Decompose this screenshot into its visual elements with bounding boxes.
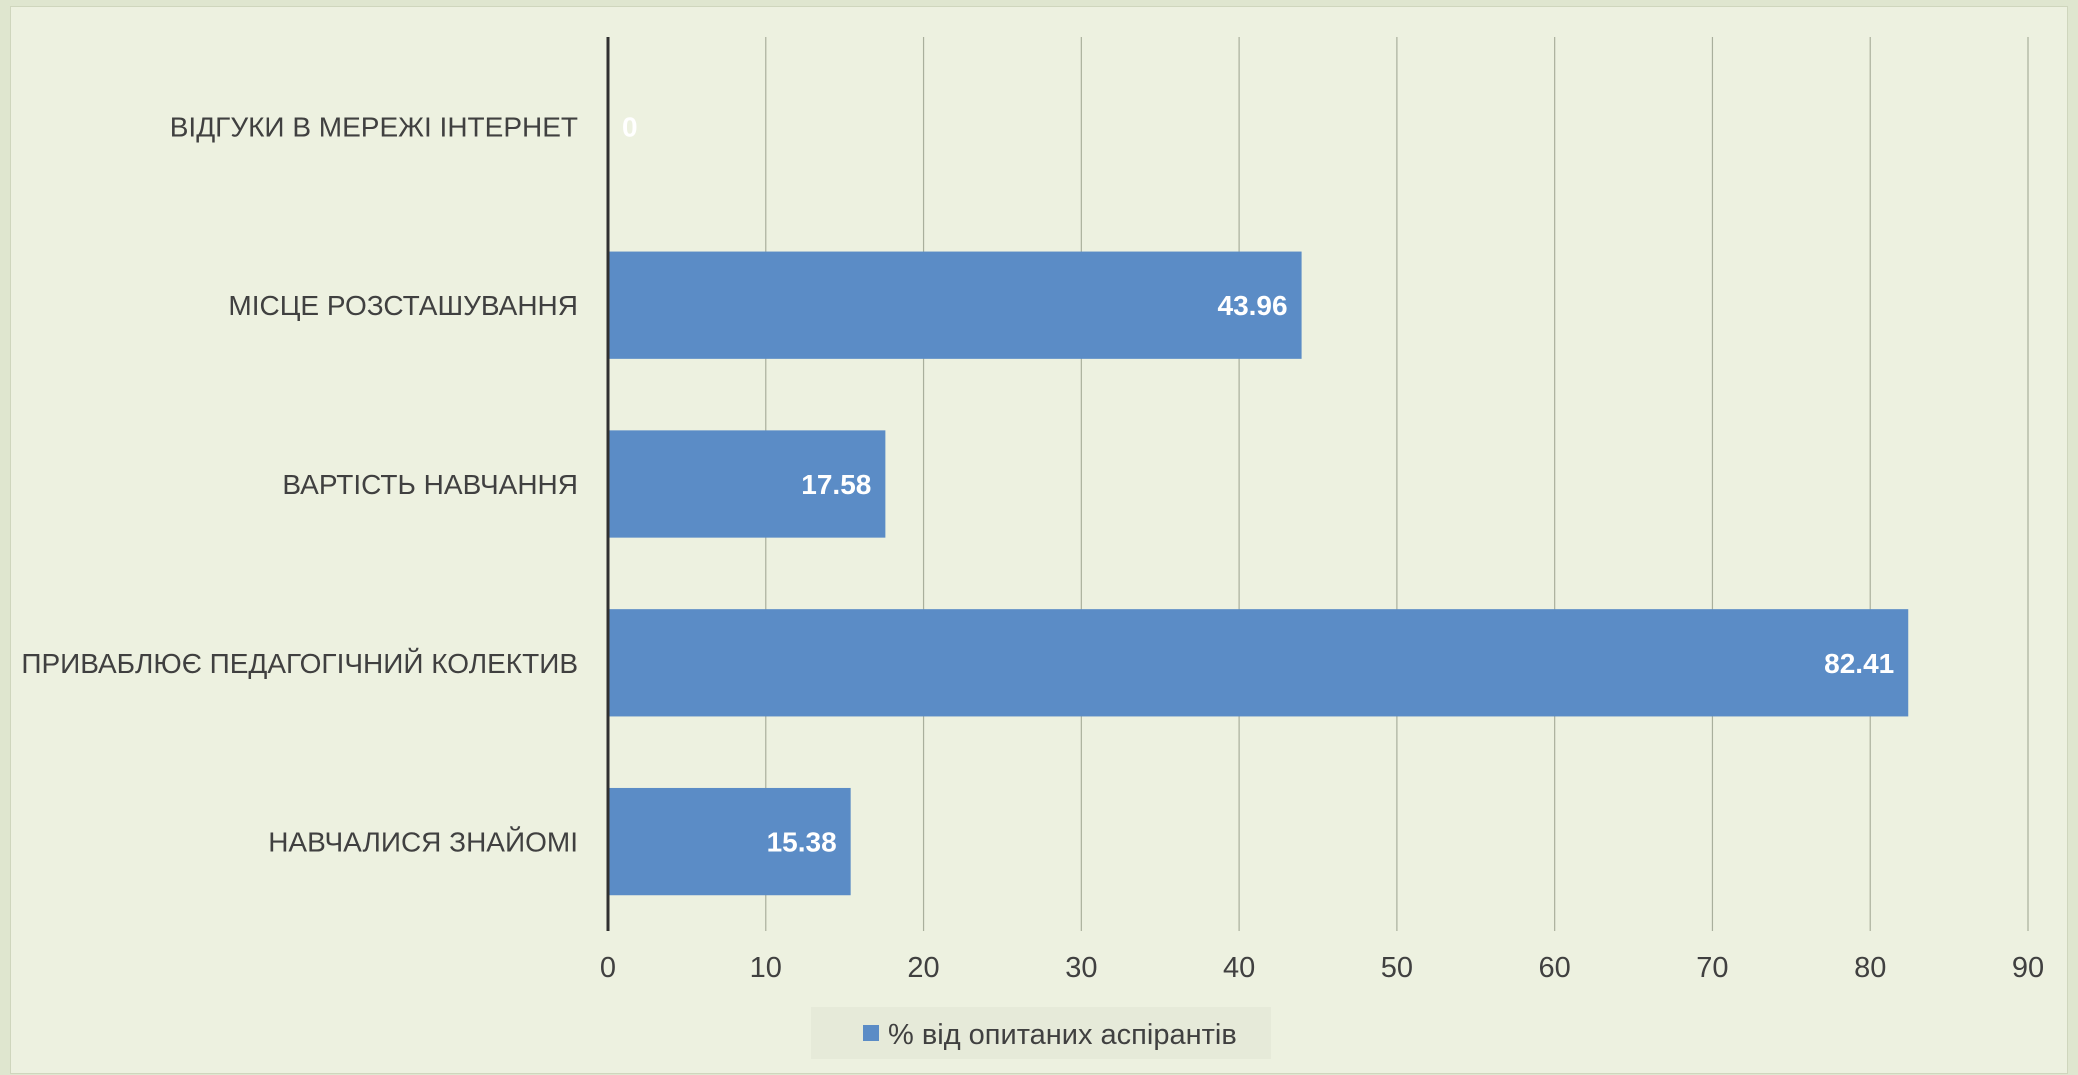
value-label-1: 43.96 [1218,290,1288,321]
bars [608,251,1909,896]
legend-swatch [863,1025,879,1041]
value-label-2: 17.58 [801,469,871,500]
labels: 0 10 20 30 40 50 60 70 80 90 ВІДГУКИ В МЕРЕЖІ ІНТЕ… [21,111,2044,984]
chart-frame: 0 10 20 30 40 50 60 70 80 90 ВІДГУКИ В МЕРЕЖІ ІНТЕ… [10,6,2068,1074]
x-tick-label-90: 90 [2012,952,2044,984]
x-tick-label-50: 50 [1381,952,1413,984]
bar-3 [608,609,1909,717]
x-tick-label-10: 10 [750,952,782,984]
x-tick-label-60: 60 [1539,952,1571,984]
legend: % від опитаних аспірантів [811,1007,1271,1059]
x-tick-label-30: 30 [1065,952,1097,984]
legend-box [811,1007,1271,1059]
category-label-3: ПРИВАБЛЮЄ ПЕДАГОГІЧНИЙ КОЛЕКТИВ [21,648,578,679]
x-tick-label-70: 70 [1696,952,1728,984]
category-label-0: ВІДГУКИ В МЕРЕЖІ ІНТЕРНЕТ [170,111,578,142]
legend-label: % від опитаних аспірантів [888,1019,1237,1051]
x-tick-label-40: 40 [1223,952,1255,984]
bar-chart: 0 10 20 30 40 50 60 70 80 90 ВІДГУКИ В МЕРЕЖІ ІНТЕ… [21,37,2044,1059]
bar-1 [608,251,1302,359]
x-tick-label-0: 0 [600,952,616,984]
category-label-1: МІСЦЕ РОЗСТАШУВАННЯ [228,290,578,321]
gridlines [765,37,2029,931]
x-tick-label-20: 20 [907,952,939,984]
x-tick-label-80: 80 [1854,952,1886,984]
bar-4 [608,787,851,896]
value-label-0: 0 [622,111,638,142]
bar-2 [608,430,886,538]
category-label-4: НАВЧАЛИСЯ ЗНАЙОМІ [268,827,578,858]
value-label-3: 82.41 [1824,648,1894,679]
category-label-2: ВАРТІСТЬ НАВЧАННЯ [282,469,578,500]
value-label-4: 15.38 [767,827,837,858]
